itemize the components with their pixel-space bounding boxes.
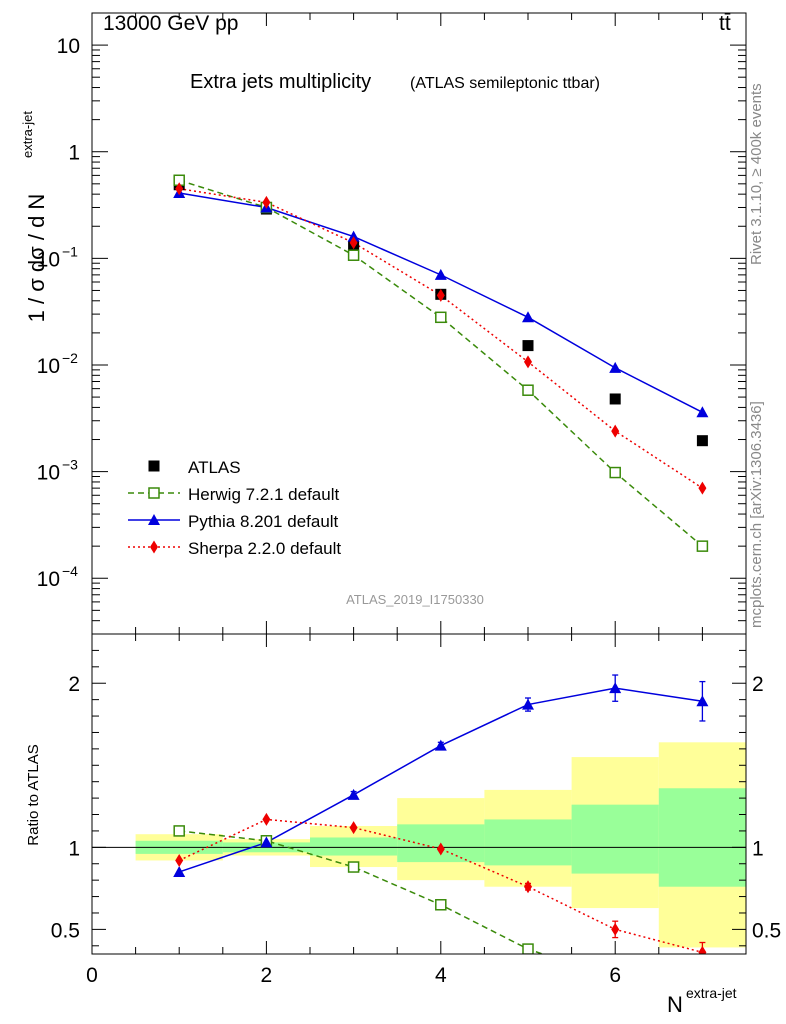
main-y-tick-exponent: −2 <box>62 350 78 366</box>
legend-marker <box>148 514 160 525</box>
legend-label: Pythia 8.201 default <box>188 512 339 531</box>
main-data-point <box>434 268 447 280</box>
main-y-axis-superscript: extra-jet <box>20 111 35 158</box>
legend-marker <box>148 460 160 472</box>
main-y-tick-label: 10 <box>37 248 60 271</box>
x-axis-superscript: extra-jet <box>686 985 737 1001</box>
ratio-y-tick-label-right: 2 <box>752 673 764 696</box>
ratio-data-point <box>347 788 360 800</box>
ratio-plot-panel: Ratio to ATLAS 0 2 4 6 0.5 0.5 1 1 2 2 N extra-je… <box>25 633 781 1017</box>
legend-marker <box>148 487 160 499</box>
ratio-y-tick-label: 2 <box>68 673 80 696</box>
chart-title: Extra jets multiplicity <box>190 71 371 93</box>
ratio-data-point <box>349 821 358 835</box>
main-series-line <box>179 187 703 489</box>
ratio-y-tick-label: 0.5 <box>51 919 80 942</box>
energy-label: 13000 GeV pp <box>103 12 238 35</box>
ratio-y-tick-label-right: 0.5 <box>752 919 781 942</box>
main-y-tick-label: 10 <box>57 35 80 58</box>
ratio-data-point <box>175 853 184 867</box>
ratio-uncertainty-band-inner <box>571 804 659 874</box>
chart-subtitle: (ATLAS semileptonic ttbar) <box>410 75 600 92</box>
ratio-series-group <box>173 674 709 954</box>
main-data-point <box>349 236 358 250</box>
x-axis-title: N <box>667 992 683 1017</box>
main-data-point <box>522 311 534 323</box>
main-y-tick-label: 1 <box>68 142 80 165</box>
x-tick-label: 4 <box>435 964 447 987</box>
main-y-tick-label: 10 <box>37 568 60 591</box>
ratio-uncertainty-band-inner <box>658 788 746 887</box>
main-data-point <box>175 182 184 196</box>
main-data-point <box>609 393 621 405</box>
ratio-data-point <box>262 812 271 826</box>
ratio-data-point <box>347 861 360 873</box>
main-data-point <box>696 406 709 418</box>
ratio-data-point <box>522 698 534 710</box>
main-data-point <box>347 230 360 242</box>
ratio-data-point <box>698 945 707 954</box>
ratio-data-point <box>522 943 534 954</box>
ratio-y-tick-label-right: 1 <box>752 837 764 860</box>
legend-label: Sherpa 2.2.0 default <box>188 539 341 558</box>
x-tick-label: 6 <box>609 964 621 987</box>
ratio-uncertainty-band-inner <box>484 819 572 866</box>
main-y-axis-label: 1 / σ dσ / d N extra-jet <box>20 111 49 323</box>
main-y-axis-title: 1 / σ dσ / d N <box>24 194 49 323</box>
main-plot-panel: Extra jets multiplicity (ATLAS semilepto… <box>20 12 747 635</box>
legend-label: Herwig 7.2.1 default <box>188 485 339 504</box>
main-y-tick-label: 10 <box>37 355 60 378</box>
ratio-data-point <box>435 899 447 911</box>
main-data-point <box>696 435 708 447</box>
ratio-data-point <box>611 922 620 936</box>
main-data-point <box>609 361 622 373</box>
main-y-tick-exponent: −4 <box>62 563 78 579</box>
ratio-data-point <box>434 739 447 751</box>
main-data-point <box>436 288 445 302</box>
ratio-plot-frame <box>91 633 747 955</box>
process-label: tt̄ <box>719 12 731 35</box>
main-data-point <box>262 195 271 209</box>
ratio-data-point <box>260 836 273 848</box>
legend-label: ATLAS <box>188 458 241 477</box>
ratio-data-point <box>696 695 709 707</box>
ratio-data-point <box>173 865 186 877</box>
main-data-point <box>347 249 360 261</box>
ratio-data-point <box>173 825 185 837</box>
main-y-tick-exponent: −3 <box>62 457 78 473</box>
main-data-point <box>435 311 447 324</box>
main-data-point <box>522 384 534 396</box>
ratio-data-point <box>524 880 532 894</box>
main-series-line <box>179 192 703 413</box>
mcplots-label: mcplots.cern.ch [arXiv:1306.3436] <box>748 401 765 628</box>
main-y-tick-label: 10 <box>37 462 60 485</box>
ratio-data-point <box>609 682 622 694</box>
main-data-point <box>609 466 621 479</box>
main-data-point <box>522 340 534 352</box>
ratio-y-axis-label: Ratio to ATLAS <box>25 744 42 845</box>
main-data-point <box>611 424 620 438</box>
main-data-point <box>696 540 709 552</box>
rivet-label: Rivet 3.1.10, ≥ 400k events <box>748 83 765 265</box>
x-tick-label: 2 <box>261 964 273 987</box>
legend-marker <box>150 540 158 554</box>
analysis-label: ATLAS_2019_I1750330 <box>346 592 484 607</box>
ratio-uncertainty-band-inner <box>310 837 398 856</box>
ratio-y-tick-label: 1 <box>68 837 80 860</box>
main-data-point <box>524 355 532 369</box>
main-data-point <box>698 481 707 495</box>
main-y-tick-exponent: −1 <box>62 243 78 259</box>
legend: ATLAS Herwig 7.2.1 default Pythia 8.201 de… <box>128 458 341 558</box>
x-tick-label: 0 <box>86 964 98 987</box>
ratio-data-point <box>436 842 445 856</box>
